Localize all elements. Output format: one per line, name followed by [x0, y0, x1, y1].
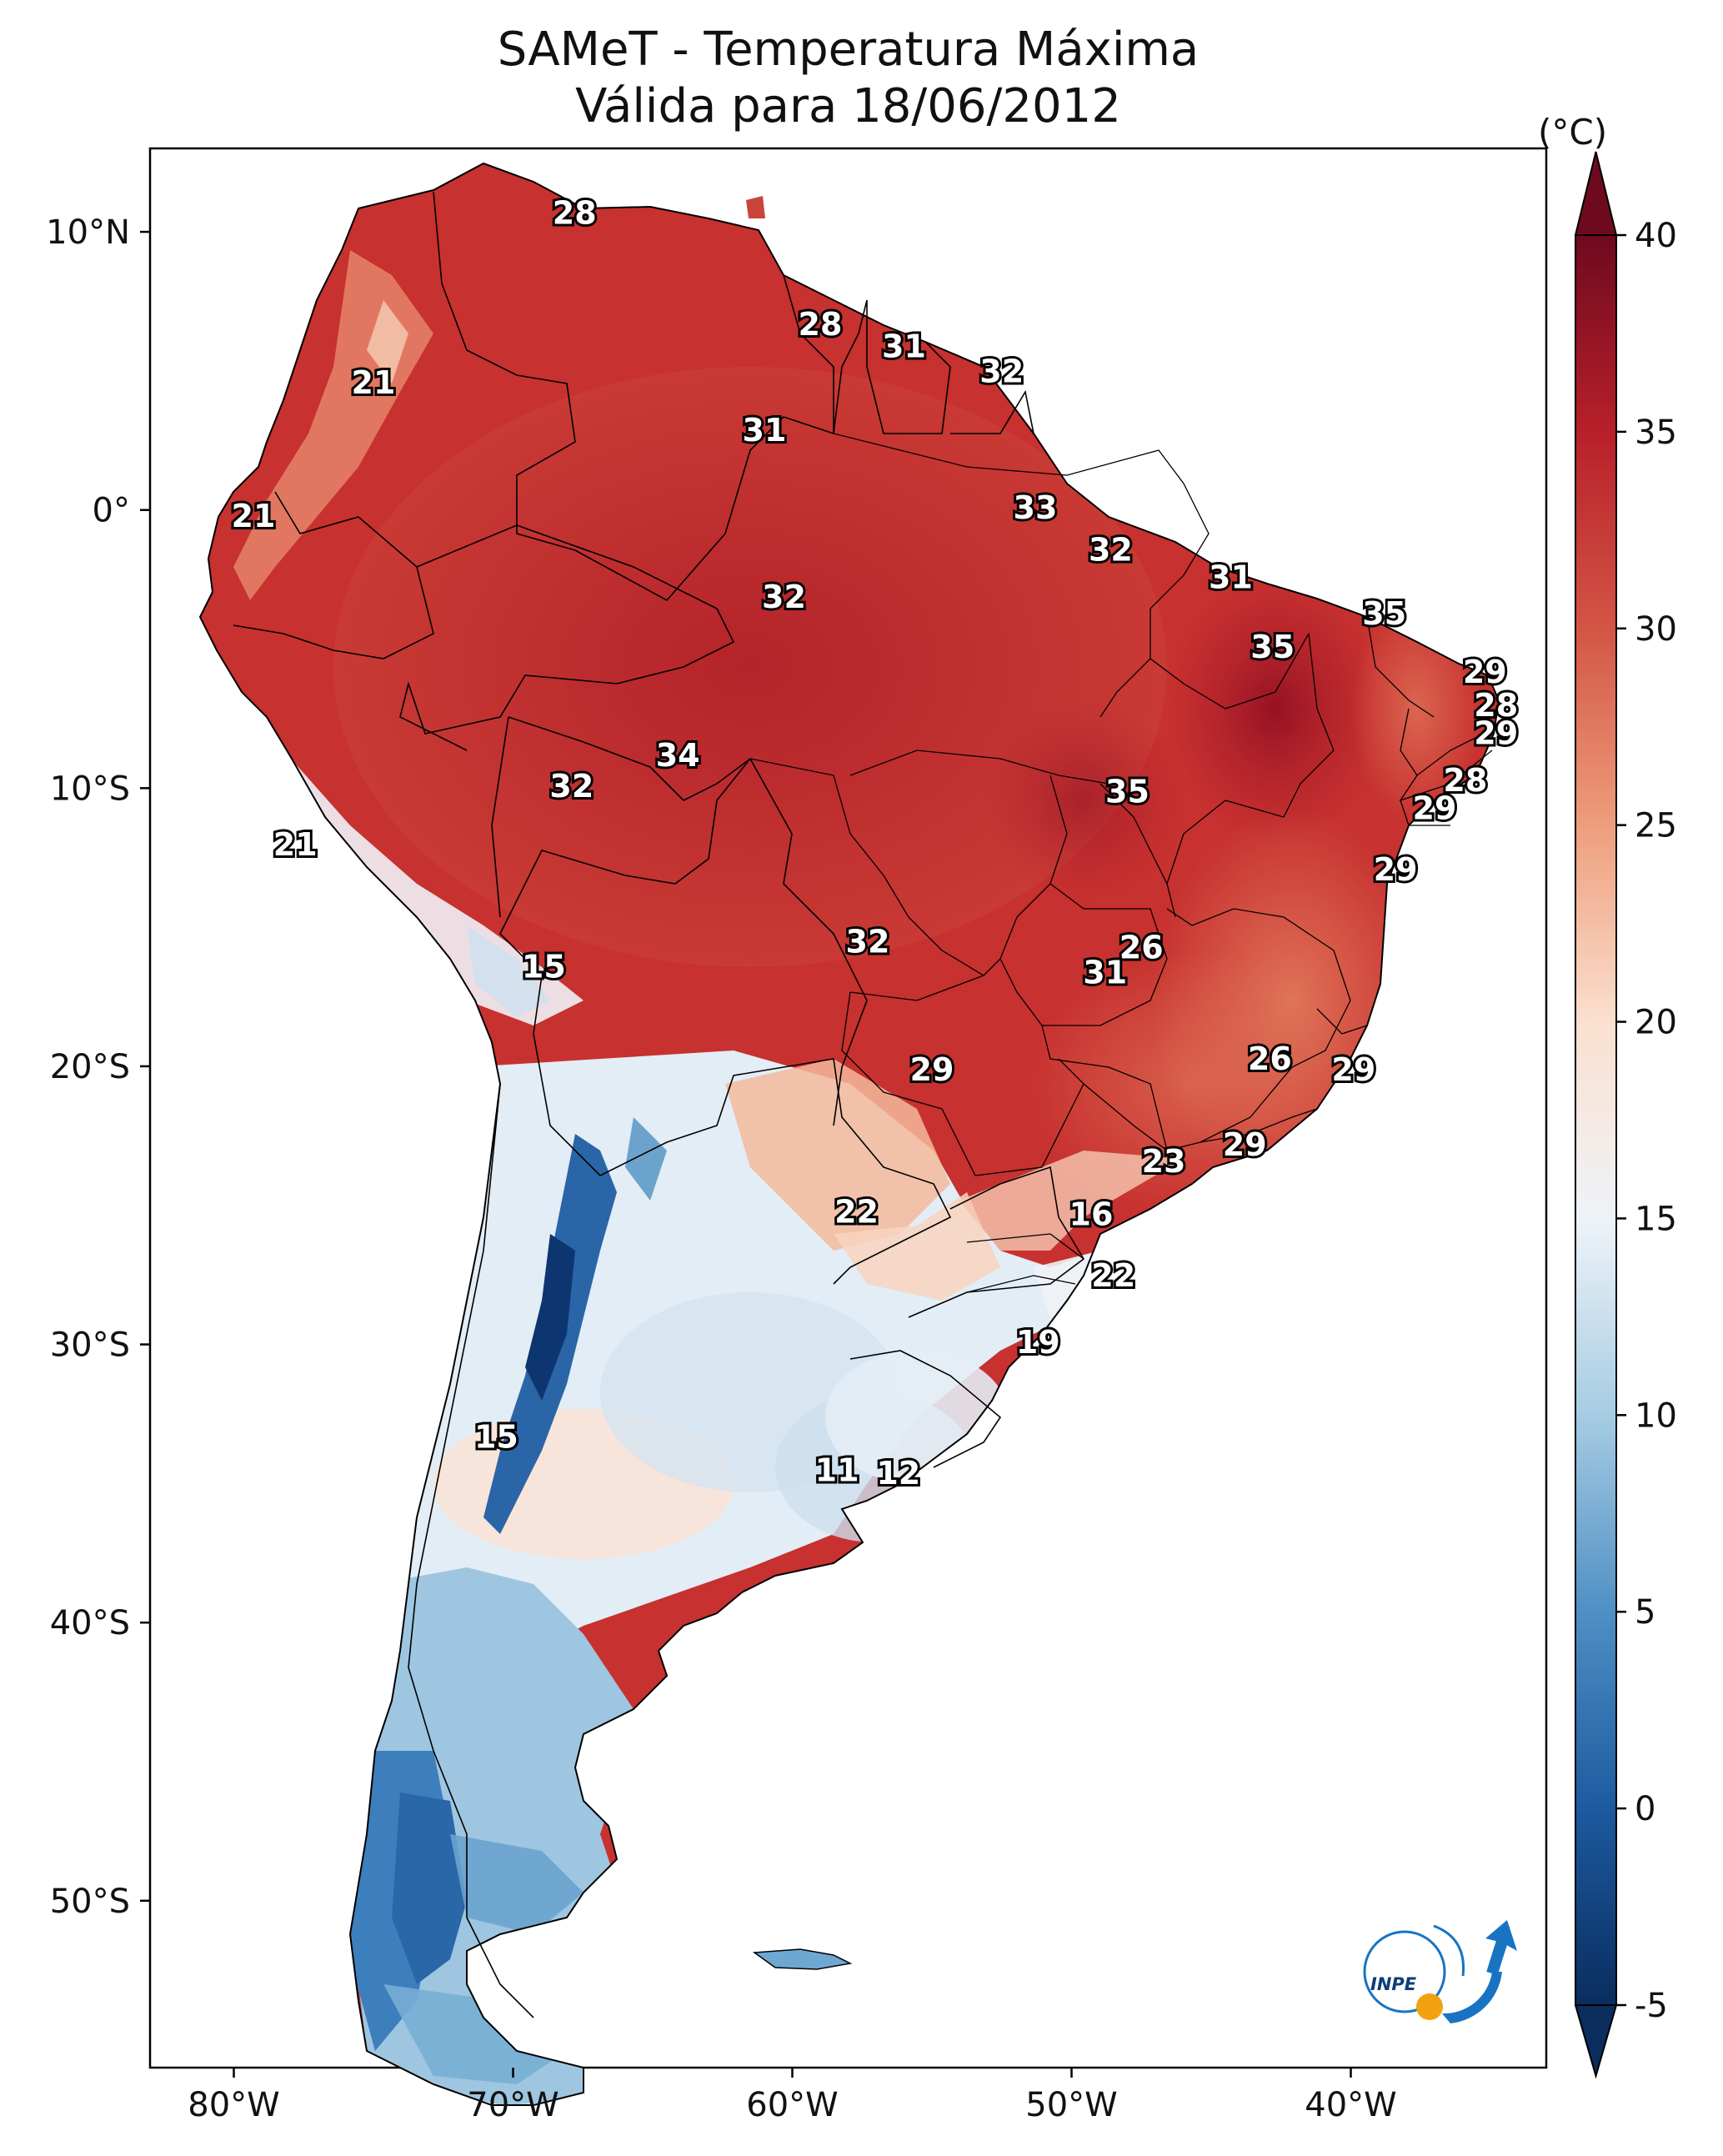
temperature-label: 29: [1413, 790, 1457, 827]
temperature-label: 26: [1248, 1040, 1292, 1077]
trinidad: [746, 196, 765, 218]
lat-tick-label: 10°S: [50, 770, 130, 808]
colorbar-tick-label: 30: [1635, 610, 1677, 649]
inpe-logo-sun: [1416, 1993, 1443, 2020]
colorbar-tick-label: 0: [1635, 1790, 1655, 1828]
latitude-ticks: 10°N 0° 10°S 20°S 30°S 40°S 50°S: [46, 213, 150, 1921]
colorbar-tick-label: 20: [1635, 1004, 1677, 1042]
temperature-label: 28: [799, 306, 843, 343]
temperature-label: 28: [1474, 687, 1518, 724]
inpe-logo-swoosh: [1442, 1972, 1502, 2023]
temperature-label: 15: [474, 1419, 518, 1456]
temperature-label: 32: [846, 924, 890, 960]
temperature-label: 22: [1091, 1257, 1135, 1294]
colorbar-tick-label: 35: [1635, 414, 1677, 452]
temperature-label: 31: [743, 412, 787, 449]
state-borders: [749, 433, 1493, 1293]
lat-tick-label: 10°N: [46, 213, 130, 252]
temperature-label: 32: [762, 579, 806, 615]
lat-tick-label: 50°S: [50, 1883, 130, 1921]
falkland-islands: [752, 1948, 853, 1970]
temperature-label: 31: [1209, 559, 1253, 596]
colorbar-extend-max: [1574, 151, 1618, 236]
temperature-label: 29: [1331, 1051, 1375, 1088]
colorbar: -5 0 5 10 15 20 25 30 35 40: [1574, 151, 1677, 2079]
colorbar-tick-label: -5: [1635, 1987, 1668, 2025]
temperature-label: 15: [522, 949, 566, 985]
lon-tick-label: 80°W: [188, 2086, 279, 2124]
temperature-label: 34: [656, 737, 700, 774]
inpe-logo: INPE: [1363, 1920, 1517, 2023]
colorbar-bar: [1575, 234, 1617, 2006]
temperature-label: 21: [273, 826, 318, 863]
temperature-label: 35: [1105, 774, 1150, 810]
lon-tick-label: 70°W: [467, 2086, 558, 2124]
colorbar-unit: (°C): [1538, 112, 1608, 153]
temperature-label: 31: [1083, 954, 1127, 990]
temperature-label: 11: [815, 1452, 859, 1489]
temperature-label: 16: [1069, 1196, 1114, 1233]
lat-tick-label: 0°: [93, 492, 130, 530]
colorbar-extend-min: [1574, 2004, 1618, 2079]
temperature-label: 35: [1362, 595, 1406, 632]
temperature-label: 21: [352, 364, 396, 401]
temperature-label: 26: [1119, 929, 1164, 965]
map-subtitle: Válida para 18/06/2012: [575, 79, 1121, 133]
temperature-label: 35: [1250, 629, 1295, 665]
temperature-label: 23: [1142, 1143, 1186, 1180]
temperature-label: 33: [1014, 489, 1058, 526]
temperature-label: 29: [1374, 851, 1418, 888]
colorbar-tick-label: 40: [1635, 217, 1677, 255]
temperature-label: 28: [553, 195, 597, 232]
temperature-label: 28: [1443, 762, 1487, 799]
temperature-label: 29: [1474, 714, 1518, 751]
lon-tick-label: 50°W: [1025, 2086, 1117, 2124]
lon-tick-label: 40°W: [1305, 2086, 1396, 2124]
temperature-label: 22: [834, 1193, 879, 1230]
lat-tick-label: 20°S: [50, 1048, 130, 1086]
temperature-label: 21: [232, 498, 276, 534]
lat-tick-label: 30°S: [50, 1326, 130, 1365]
temperature-label: 32: [979, 353, 1024, 390]
colorbar-tick-label: 10: [1635, 1396, 1677, 1435]
colorbar-tick-label: 5: [1635, 1593, 1655, 1632]
lon-tick-label: 60°W: [746, 2086, 838, 2124]
temperature-label: 32: [1089, 531, 1133, 568]
country-borders: [233, 191, 1085, 2018]
longitude-ticks: 80°W 70°W 60°W 50°W 40°W: [188, 2068, 1397, 2124]
inpe-logo-text: INPE: [1370, 1974, 1417, 1994]
map-title: SAMeT - Temperatura Máxima: [497, 23, 1200, 77]
temperature-label: 29: [910, 1051, 954, 1088]
temperature-label: 31: [882, 328, 926, 365]
inpe-logo-orbit: [1363, 1930, 1446, 2013]
colorbar-tick-label: 15: [1635, 1200, 1677, 1238]
lat-tick-label: 40°S: [50, 1604, 130, 1642]
colorbar-tick-label: 25: [1635, 807, 1677, 845]
colorbar-ticks: -5 0 5 10 15 20 25 30 35 40: [1616, 217, 1677, 2025]
inpe-logo-line: [1433, 1924, 1465, 1977]
temperature-label: 29: [1223, 1126, 1267, 1163]
temperature-label: 19: [1016, 1324, 1060, 1361]
temperature-label: 32: [549, 768, 594, 805]
temperature-label: 12: [876, 1455, 920, 1492]
inpe-logo-arc: [1486, 1929, 1511, 1975]
temperature-label: 29: [1463, 654, 1507, 690]
